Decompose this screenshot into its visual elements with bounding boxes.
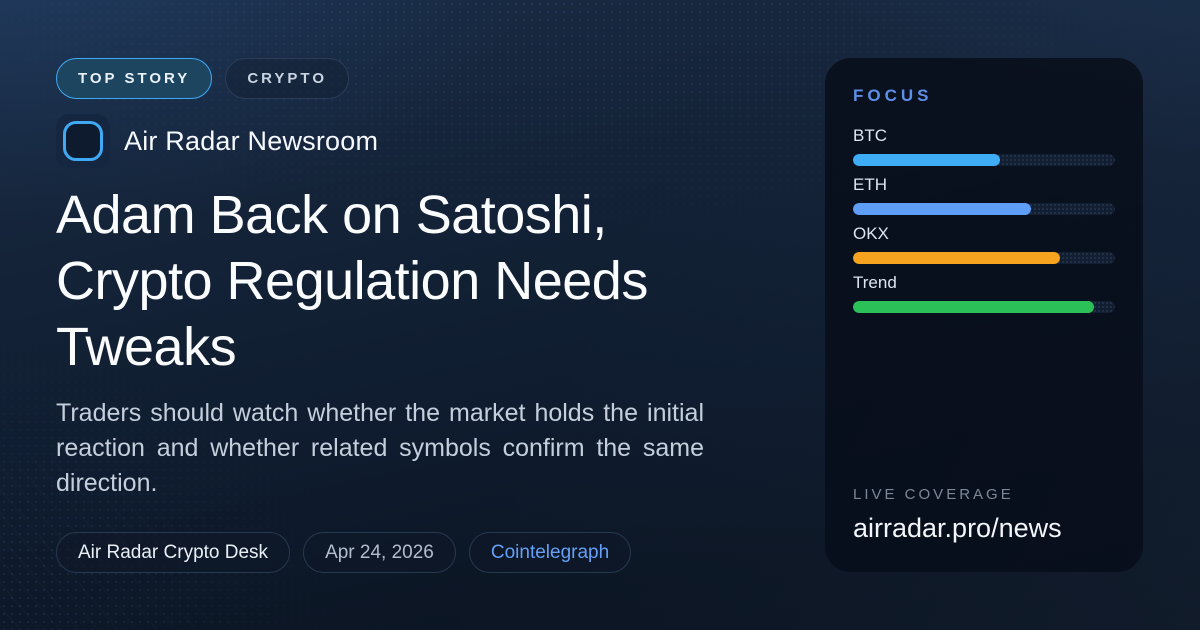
focus-bar-list: BTC ETH OKX Trend xyxy=(853,126,1115,313)
focus-panel: FOCUS BTC ETH OKX Trend LIVE xyxy=(825,58,1143,572)
badge-row: TOP STORY CRYPTO xyxy=(56,58,766,99)
focus-bar-fill xyxy=(853,252,1060,264)
focus-row-eth: ETH xyxy=(853,175,1115,215)
focus-bar-track xyxy=(853,301,1115,313)
focus-bar-track xyxy=(853,203,1115,215)
brand-name: Air Radar Newsroom xyxy=(124,125,379,156)
top-story-badge[interactable]: TOP STORY xyxy=(56,58,213,99)
focus-bar-fill xyxy=(853,203,1032,215)
focus-row-okx: OKX xyxy=(853,224,1115,264)
category-badge[interactable]: CRYPTO xyxy=(225,58,349,99)
author-pill: Air Radar Crypto Desk xyxy=(56,532,291,573)
source-link-pill[interactable]: Cointelegraph xyxy=(468,532,632,573)
headline: Adam Back on Satoshi, Crypto Regulation … xyxy=(56,185,648,377)
coverage-url[interactable]: airradar.pro/news xyxy=(853,513,1062,543)
focus-bar-label: OKX xyxy=(853,224,889,243)
subtitle: Traders should watch whether the market … xyxy=(56,399,704,497)
article-card: TOP STORY CRYPTO Air Radar Newsroom Adam… xyxy=(56,58,766,573)
focus-bar-label: Trend xyxy=(853,273,897,292)
focus-panel-title: FOCUS xyxy=(853,86,933,105)
focus-bar-track xyxy=(853,154,1115,166)
squircle-outline-icon xyxy=(63,121,103,161)
focus-bar-label: BTC xyxy=(853,126,887,145)
focus-row-trend: Trend xyxy=(853,273,1115,313)
brand-row: Air Radar Newsroom xyxy=(56,114,766,168)
focus-bar-label: ETH xyxy=(853,175,887,194)
date-pill: Apr 24, 2026 xyxy=(303,532,456,573)
focus-bar-fill xyxy=(853,301,1095,313)
radar-logo-icon xyxy=(56,114,110,168)
focus-footer: LIVE COVERAGE airradar.pro/news xyxy=(853,486,1062,544)
live-coverage-label: LIVE COVERAGE xyxy=(853,486,1014,503)
focus-bar-fill xyxy=(853,154,1000,166)
meta-row: Air Radar Crypto Desk Apr 24, 2026 Coint… xyxy=(56,532,766,573)
focus-bar-track xyxy=(853,252,1115,264)
focus-row-btc: BTC xyxy=(853,126,1115,166)
